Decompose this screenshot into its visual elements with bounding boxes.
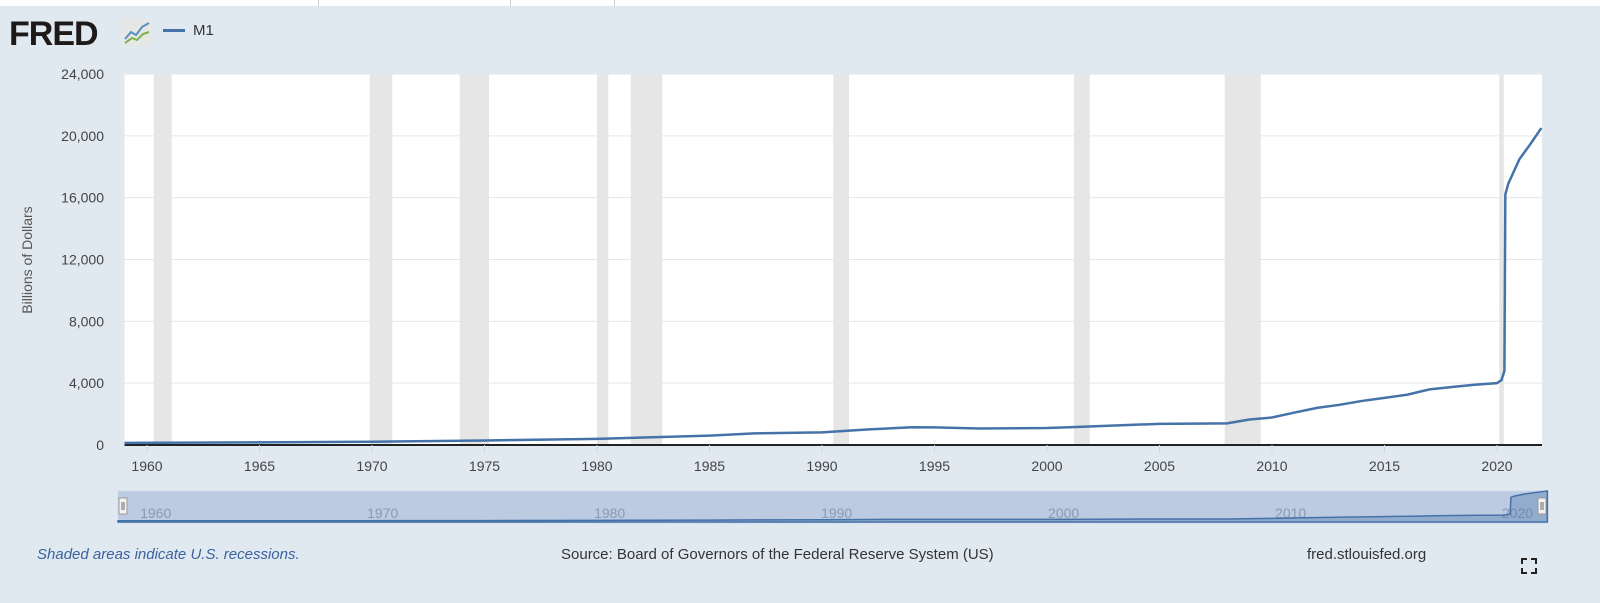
legend-label: M1 [193, 22, 214, 39]
navigator-tick-label: 1960 [140, 505, 171, 521]
x-tick-label: 2020 [1481, 458, 1512, 474]
x-tick-label: 2000 [1031, 458, 1062, 474]
chart-line-icon [122, 19, 152, 46]
x-tick-label: 1965 [244, 458, 275, 474]
navigator-handle-left[interactable] [118, 497, 128, 515]
x-tick-label: 2005 [1144, 458, 1175, 474]
legend-item-m1[interactable]: M1 [163, 22, 214, 39]
y-tick-label: 24,000 [61, 66, 104, 82]
series-line-m1 [124, 127, 1543, 445]
x-tick-label: 1960 [131, 458, 162, 474]
navigator-handle-right[interactable] [1537, 497, 1547, 515]
x-tick-label: 2015 [1369, 458, 1400, 474]
navigator-series [117, 490, 1549, 523]
x-tick-label: 1980 [581, 458, 612, 474]
x-tick-label: 1990 [806, 458, 837, 474]
navigator-tick-label: 1980 [594, 505, 625, 521]
navigator-tick-label: 2000 [1048, 505, 1079, 521]
y-tick-label: 4,000 [69, 375, 104, 391]
x-tick-label: 2010 [1256, 458, 1287, 474]
x-tick-label: 1985 [694, 458, 725, 474]
source-text: Source: Board of Governors of the Federa… [561, 546, 994, 563]
x-tick-label: 1995 [919, 458, 950, 474]
y-axis-label: Billions of Dollars [19, 206, 35, 313]
x-tick-label: 1970 [356, 458, 387, 474]
y-tick-label: 16,000 [61, 190, 104, 206]
y-tick-label: 12,000 [61, 252, 104, 268]
site-link[interactable]: fred.stlouisfed.org [1307, 546, 1427, 563]
y-tick-label: 0 [96, 437, 104, 453]
legend-swatch [163, 29, 185, 32]
top-strip [0, 0, 1600, 6]
navigator-tick-label: 2010 [1275, 505, 1306, 521]
fullscreen-icon[interactable] [1521, 558, 1537, 574]
y-tick-label: 20,000 [61, 128, 104, 144]
navigator-tick-label: 1970 [367, 505, 398, 521]
recession-note: Shaded areas indicate U.S. recessions. [37, 546, 300, 563]
fred-logo[interactable]: FRED [9, 15, 99, 53]
x-tick-label: 1975 [469, 458, 500, 474]
navigator-tick-label: 1990 [821, 505, 852, 521]
y-tick-label: 8,000 [69, 313, 104, 329]
